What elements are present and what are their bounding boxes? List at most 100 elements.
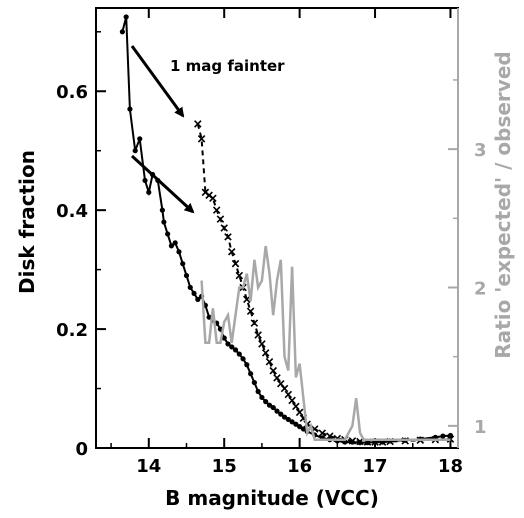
data-point-fainter-stroke-b <box>212 206 221 214</box>
data-point-disk <box>161 219 167 225</box>
data-point-disk <box>278 411 284 417</box>
data-point-fainter-stroke-b <box>258 340 266 348</box>
data-point-fainter-stroke-b <box>220 224 228 232</box>
data-point-disk <box>274 408 280 414</box>
data-point-disk <box>168 243 175 249</box>
y2-tick-label: 2 <box>474 278 487 299</box>
data-point-disk <box>251 379 257 386</box>
x-tick-label: 17 <box>363 456 388 477</box>
y-axis-label: Disk fraction <box>15 150 39 294</box>
data-point-fainter-stroke-b <box>224 233 232 241</box>
data-point-fainter-stroke-b <box>227 248 236 256</box>
data-point-disk <box>289 419 295 425</box>
x-tick-label: 18 <box>438 456 463 477</box>
y2-tick-label: 3 <box>474 140 487 161</box>
data-point-fainter-stroke-b <box>348 437 357 445</box>
data-point-fainter <box>273 374 281 382</box>
data-point-disk <box>142 177 148 184</box>
data-point-disk <box>270 404 276 411</box>
data-point-fainter <box>254 331 262 339</box>
data-point-disk <box>232 347 239 353</box>
annotation-arrow-upper <box>130 45 185 118</box>
data-point-fainter-stroke-b <box>295 408 304 417</box>
data-point-fainter-stroke-b <box>205 191 213 200</box>
data-point-disk <box>221 335 227 341</box>
data-point-fainter <box>212 206 221 214</box>
data-point-fainter <box>197 135 206 143</box>
data-point-fainter-stroke-b <box>254 331 262 339</box>
data-point-fainter-stroke-b <box>216 215 225 223</box>
series-line-fainter <box>196 123 451 444</box>
data-point-fainter <box>220 224 228 232</box>
data-point-disk <box>172 240 178 246</box>
data-point-disk <box>259 394 265 401</box>
data-point-disk <box>244 362 250 368</box>
data-point-fainter-stroke-b <box>318 429 327 437</box>
data-point-fainter-stroke-b <box>235 271 244 280</box>
data-point-fainter <box>227 248 236 256</box>
data-point-fainter <box>250 319 259 327</box>
data-point-disk <box>263 399 269 405</box>
data-point-disk <box>119 29 125 35</box>
data-point-fainter <box>224 233 232 241</box>
data-point-fainter <box>348 437 357 445</box>
data-point-disk <box>146 189 152 195</box>
data-point-fainter <box>246 307 255 316</box>
data-point-fainter <box>235 271 244 280</box>
data-point-disk <box>229 344 235 350</box>
data-point-fainter <box>326 432 334 440</box>
data-point-disk <box>281 414 288 420</box>
y2-tick-label: 1 <box>474 417 487 438</box>
data-point-fainter-stroke-b <box>209 194 217 203</box>
x-tick-label: 14 <box>136 456 161 477</box>
data-point-disk <box>191 290 197 297</box>
axis-ticks: 14 15 16 17 18 0 0.2 0.4 0.6 1 2 3 <box>56 8 487 477</box>
data-point-fainter-stroke-b <box>201 188 210 197</box>
x-tick-label: 15 <box>212 456 237 477</box>
y-tick-label: 0 <box>75 439 88 460</box>
data-point-fainter <box>265 358 274 366</box>
annotation-arrow-lower <box>130 154 195 214</box>
data-point-disk <box>159 207 165 213</box>
series-line-disk <box>121 16 451 444</box>
data-point-disk <box>206 314 212 320</box>
data-point-fainter <box>318 429 327 437</box>
data-point-disk <box>127 106 133 112</box>
data-point-fainter-stroke-b <box>269 366 277 375</box>
x-tick-label: 16 <box>287 456 312 477</box>
data-point-fainter-stroke-b <box>284 390 293 399</box>
data-point-disk <box>176 249 182 255</box>
data-point-disk <box>440 433 446 439</box>
y-tick-label: 0.4 <box>56 201 88 222</box>
data-point-fainter-stroke-b <box>326 432 334 440</box>
data-point-fainter-stroke-b <box>194 120 202 128</box>
data-point-disk <box>236 351 242 357</box>
data-point-fainter <box>216 215 225 223</box>
x-axis-label: B magnitude (VCC) <box>165 486 379 510</box>
data-point-fainter-stroke-b <box>197 135 206 143</box>
data-point-disk <box>195 296 201 302</box>
data-point-fainter-stroke-b <box>261 349 270 357</box>
data-point-fainter-stroke-b <box>273 374 281 382</box>
series-layer <box>119 14 455 446</box>
data-point-disk <box>137 136 143 142</box>
data-point-disk <box>285 416 291 423</box>
data-point-disk <box>180 261 186 267</box>
data-point-fainter-stroke-b <box>246 307 255 316</box>
data-point-disk <box>240 356 246 362</box>
data-point-disk <box>255 388 261 395</box>
data-point-disk <box>297 423 303 430</box>
y-tick-label: 0.6 <box>56 82 88 103</box>
data-point-fainter-stroke-b <box>277 380 285 388</box>
data-point-fainter <box>231 259 240 268</box>
data-point-fainter <box>292 402 300 411</box>
data-point-disk <box>123 14 129 20</box>
data-point-fainter-stroke-b <box>288 396 296 405</box>
data-point-disk <box>187 284 193 291</box>
data-point-disk <box>248 371 254 377</box>
data-point-fainter <box>295 408 304 417</box>
data-point-fainter <box>194 120 202 128</box>
data-point-fainter <box>258 340 266 348</box>
data-point-fainter-stroke-b <box>265 358 274 366</box>
